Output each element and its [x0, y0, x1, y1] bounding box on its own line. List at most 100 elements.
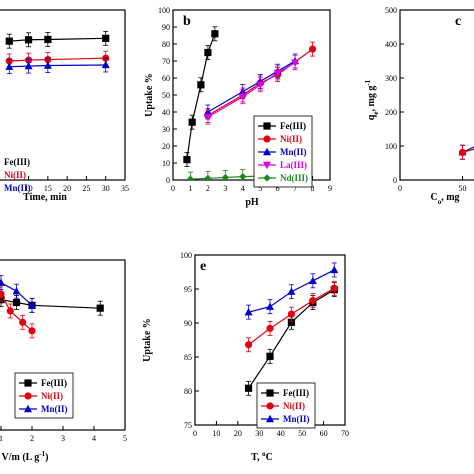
y-tick-label: 500: [385, 6, 397, 15]
x-tick-label: 1: [0, 434, 3, 443]
y-tick-label: 60: [162, 74, 170, 83]
x-tick-label: 50: [459, 184, 467, 193]
x-axis-label: Time, min: [23, 192, 67, 203]
x-tick-label: 7: [293, 184, 297, 193]
legend-marker: [263, 161, 271, 170]
y-tick-label: 80: [162, 40, 170, 49]
series-feiii: [244, 282, 338, 396]
legend-marker: [263, 135, 271, 143]
panel-5: 0 10 20 30 40 50 60 70 75 80 85 90 95 100 e T, oC Uptake…: [142, 251, 349, 463]
y-tick-label: 30: [162, 125, 170, 134]
legend-label: Fe(III): [4, 157, 30, 167]
data-point: [28, 301, 36, 309]
y-tick-label: 20: [162, 142, 170, 151]
x-axis-label: V/m (L g-1): [2, 450, 49, 463]
data-point: [287, 287, 296, 295]
data-point: [287, 318, 296, 326]
legend: Fe(III) Ni(II) Mn(II): [14, 372, 74, 419]
y-tick-label: 10: [162, 159, 170, 168]
panel-2: 0 1 2 3 4 5 6 7 8 90102030405060708090100bpHUptak…: [144, 6, 332, 208]
data-point: [0, 290, 5, 298]
data-point: [244, 384, 253, 392]
plot-frame: [0, 259, 126, 431]
data-point: [188, 118, 196, 126]
y-tick-label: 100: [180, 251, 192, 260]
data-point: [24, 61, 33, 70]
plot-area: [458, 144, 474, 160]
series-line: [248, 289, 335, 389]
series-mnii: [5, 57, 110, 75]
panel-4: 1 2 3 4 5 V/m (L g-1) Fe(III) Ni(II) Mn(II): [0, 259, 127, 463]
x-tick-label: 15: [44, 184, 52, 193]
series-niii: [0, 286, 36, 339]
y-tick-label: 75: [184, 421, 192, 430]
x-axis-label-sup: -1: [39, 450, 45, 458]
series-feiii: [5, 30, 110, 49]
series-line: [9, 37, 106, 42]
y-tick-label: 0: [393, 176, 397, 185]
x-tick-label: 10: [25, 184, 33, 193]
data-point: [266, 352, 274, 360]
x-tick-label: 20: [234, 429, 242, 438]
x-tick-label: 10: [212, 429, 220, 438]
x-tick-label: 3: [61, 434, 65, 443]
x-tick-label: 8: [311, 184, 315, 193]
series-line: [9, 64, 106, 68]
series-feiii: [183, 26, 219, 168]
legend-label: Ni(II): [4, 170, 26, 180]
y-axis-label: Uptake %: [142, 318, 153, 362]
x-tick-label: 3: [223, 184, 227, 193]
panel-1: 10 15 20 25 30 35 Time, min Fe(III) Ni(II) Mn(II): [0, 9, 129, 203]
y-tick-label: 80: [184, 387, 192, 396]
data-point: [12, 298, 21, 307]
data-point: [24, 36, 33, 44]
data-point: [19, 318, 27, 326]
y-tick-label: 70: [162, 57, 170, 66]
x-axis-label-close: ): [45, 452, 48, 463]
series-mnii: [244, 262, 339, 320]
x-tick-label: 2: [30, 434, 34, 443]
data-point: [256, 81, 265, 89]
data-point: [266, 302, 274, 310]
y-tick-label: 200: [385, 108, 397, 117]
plot-frame: [399, 9, 474, 181]
data-point: [96, 304, 104, 312]
x-tick-label: 2: [206, 184, 210, 193]
panel-letter: b: [183, 14, 191, 29]
data-point: [308, 45, 317, 53]
plot-area: [244, 262, 339, 396]
x-tick-label: 35: [121, 184, 129, 193]
plot-frame: [0, 9, 126, 181]
x-tick-label: 0: [398, 184, 402, 193]
legend: Fe(III) Ni(II) Mn(II) La(III) Nd(III): [253, 115, 313, 188]
legend-marker: [263, 122, 271, 130]
x-tick-label: 40: [277, 429, 285, 438]
legend-marker: [266, 402, 274, 410]
data-point: [287, 310, 296, 318]
legend-label: Fe(III): [283, 388, 309, 398]
y-tick-label: 50: [162, 91, 170, 100]
legend-label: Mn(II): [283, 414, 310, 424]
data-point: [238, 93, 247, 101]
x-tick-label: 5: [123, 434, 127, 443]
x-tick-label: 30: [255, 429, 263, 438]
data-point: [101, 60, 110, 69]
y-axis-label-sup: -1: [364, 79, 372, 85]
y-tick-label: 90: [184, 319, 192, 328]
series-line: [462, 146, 474, 153]
data-point: [244, 307, 253, 316]
x-tick-label: 30: [102, 184, 110, 193]
legend-label: Nd(III): [280, 173, 308, 183]
x-tick-label: 1: [188, 184, 192, 193]
x-tick-label: 9: [328, 184, 332, 193]
data-point: [186, 175, 195, 180]
data-point: [266, 324, 274, 333]
x-tick-label: 4: [241, 184, 245, 193]
y-tick-label: 40: [162, 108, 170, 117]
x-tick-label: 70: [341, 429, 349, 438]
data-point: [183, 156, 191, 164]
series-niii: [458, 145, 474, 160]
data-point: [221, 173, 229, 180]
legend-marker: [24, 404, 32, 413]
